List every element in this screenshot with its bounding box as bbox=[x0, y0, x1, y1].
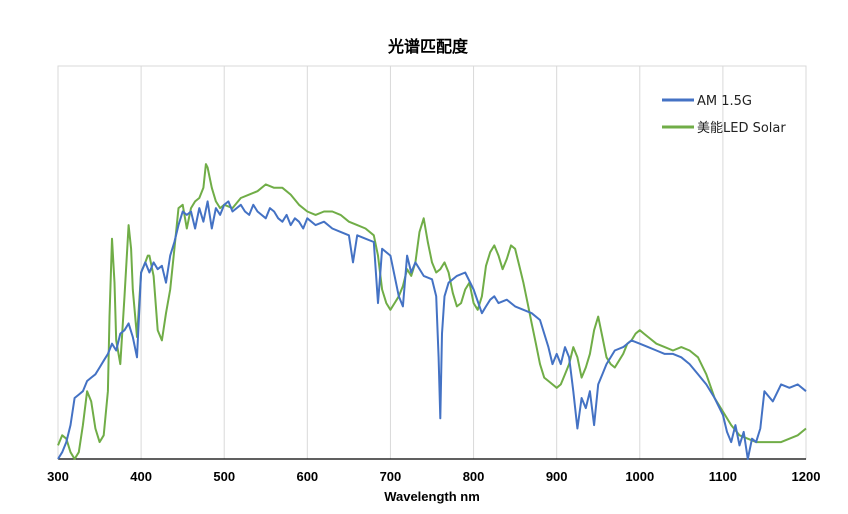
x-tick-label-1100: 1100 bbox=[709, 469, 737, 484]
x-tick-label-1200: 1200 bbox=[792, 469, 821, 484]
gridlines bbox=[140, 66, 724, 459]
legend: AM 1.5G 美能LED Solar bbox=[662, 94, 786, 136]
chart-title: 光谱匹配度 bbox=[387, 37, 469, 56]
x-tick-label-400: 400 bbox=[130, 469, 152, 484]
series-group bbox=[57, 163, 807, 460]
x-axis-title: Wavelength nm bbox=[384, 489, 480, 504]
x-tick-label-600: 600 bbox=[296, 469, 318, 484]
series-line-led-solar bbox=[57, 163, 807, 460]
legend-label-am15g: AM 1.5G bbox=[697, 94, 752, 109]
series-line-am15g bbox=[57, 200, 807, 460]
x-tick-label-800: 800 bbox=[463, 469, 485, 484]
x-axis-ticks: 300 400 500 600 700 800 900 1000 1100 1200 bbox=[47, 469, 820, 484]
legend-label-led-solar: 美能LED Solar bbox=[697, 121, 786, 136]
x-tick-label-900: 900 bbox=[546, 469, 568, 484]
x-tick-label-300: 300 bbox=[47, 469, 69, 484]
x-tick-label-700: 700 bbox=[380, 469, 402, 484]
x-tick-label-1000: 1000 bbox=[625, 469, 654, 484]
x-tick-label-500: 500 bbox=[213, 469, 235, 484]
